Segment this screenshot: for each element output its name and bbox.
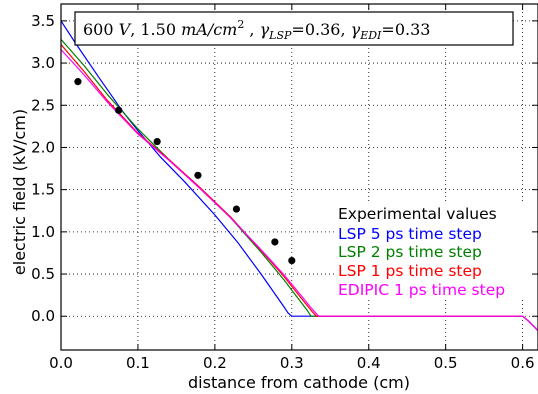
experimental-point — [74, 78, 82, 86]
title-voltage: 600 — [83, 20, 114, 39]
title-gamma-edi-symbol: γ — [351, 20, 361, 39]
title-box — [74, 11, 514, 46]
legend-lsp-1ps: LSP 1 ps time step — [338, 262, 482, 280]
experimental-point — [115, 106, 123, 114]
legend-lsp-5ps: LSP 5 ps time step — [338, 225, 482, 243]
title-text: 600 V, 1.50 mA/cm2 , γLSP=0.36, γEDI=0.3… — [83, 18, 430, 42]
series-line-4 — [60, 49, 538, 332]
legend-edipic-1ps: EDIPIC 1 ps time step — [338, 281, 505, 299]
y-tick-label: 1.0 — [31, 223, 55, 241]
x-tick-label: 0.6 — [511, 354, 535, 372]
legend-lsp-2ps: LSP 2 ps time step — [338, 243, 482, 261]
x-tick-label: 0.1 — [126, 354, 150, 372]
plot-area-frame — [60, 3, 538, 351]
title-current-unit: mA/cm — [181, 20, 237, 39]
y-tick-label: 2.0 — [31, 138, 55, 156]
title-gamma-lsp-value: =0.36, — [291, 20, 345, 39]
title-comma: , — [130, 20, 140, 39]
title-current: 1.50 — [140, 20, 176, 39]
y-tick-label: 0.5 — [31, 265, 55, 283]
y-axis-label: electric field (kV/cm) — [10, 109, 29, 275]
title-comma-2: , — [244, 20, 259, 39]
x-tick-label: 0.5 — [434, 354, 458, 372]
legend: Experimental values LSP 5 ps time step L… — [334, 203, 531, 299]
x-tick-label: 0.3 — [280, 354, 304, 372]
experimental-point — [232, 205, 241, 213]
x-tick-label: 0.4 — [357, 354, 381, 372]
title-gamma-edi-subscript: EDI — [359, 29, 382, 42]
legend-experimental: Experimental values — [338, 205, 497, 223]
y-tick-label: 0.0 — [31, 307, 55, 325]
y-tick-label: 3.0 — [31, 54, 55, 72]
axis-ticks — [60, 4, 538, 350]
title-gamma-edi-value: =0.33 — [381, 20, 430, 39]
title-voltage-unit: V — [119, 20, 132, 39]
y-tick-label: 2.5 — [31, 96, 55, 114]
series-lines — [60, 20, 538, 332]
y-tick-label: 1.5 — [31, 181, 55, 199]
experimental-points — [74, 78, 296, 265]
title-current-exp: 2 — [237, 18, 244, 31]
x-axis-label: distance from cathode (cm) — [188, 373, 410, 392]
experimental-point — [271, 238, 279, 246]
experimental-point — [194, 171, 202, 179]
chart-title: 600 V, 1.50 mA/cm2 , γLSP=0.36, γEDI=0.3… — [74, 11, 514, 46]
x-tick-label: 0.2 — [203, 354, 227, 372]
experimental-point — [288, 256, 296, 265]
y-tick-label: 3.5 — [31, 12, 55, 30]
x-tick-label: 0.0 — [49, 354, 73, 372]
experimental-point — [153, 137, 161, 146]
y-tick-labels: 0.0 0.5 1.0 1.5 2.0 2.5 3.0 3.5 — [31, 12, 55, 325]
title-gamma-lsp-subscript: LSP — [268, 29, 292, 42]
x-tick-labels: 0.0 0.1 0.2 0.3 0.4 0.5 0.6 — [49, 354, 534, 372]
title-gamma-lsp-symbol: γ — [260, 20, 270, 39]
legend-background — [334, 203, 531, 299]
